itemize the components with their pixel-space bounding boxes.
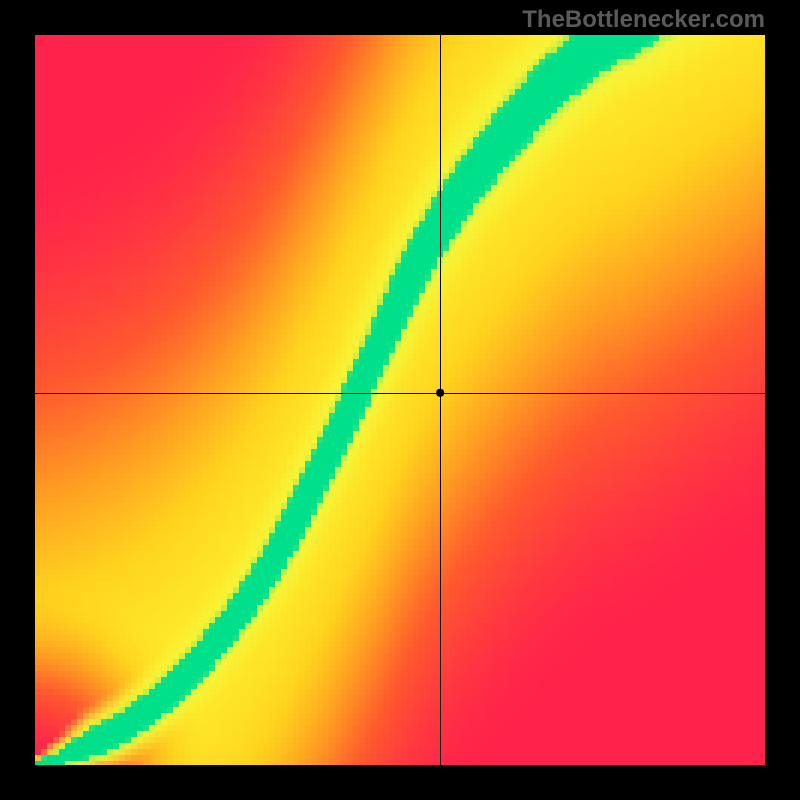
- heatmap-canvas: [35, 35, 765, 765]
- watermark-text: TheBottlenecker.com: [522, 6, 765, 34]
- chart-container: TheBottlenecker.com: [0, 0, 800, 800]
